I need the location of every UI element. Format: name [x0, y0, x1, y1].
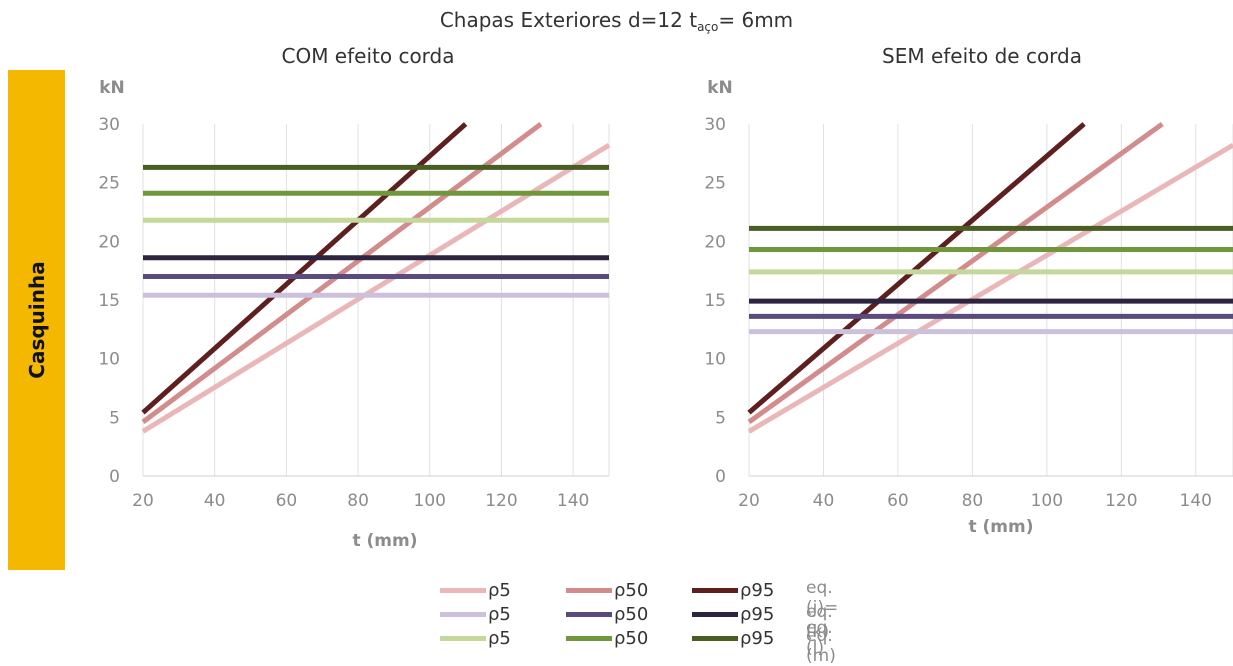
left-x-axis-label: t (mm): [352, 531, 417, 551]
legend-label: ρ95: [740, 579, 775, 601]
legend-label: ρ5: [488, 627, 511, 649]
figure-title-subscript: aço: [697, 20, 719, 34]
legend-label: ρ5: [488, 579, 511, 601]
right-y-tick-label: 5: [715, 408, 726, 428]
right-y-tick-label: 20: [704, 232, 726, 252]
left-x-tick-label: 40: [204, 491, 226, 511]
legend-swatch: [692, 611, 738, 617]
left-y-tick-label: 0: [109, 467, 120, 487]
right-x-tick-label: 120: [1105, 491, 1137, 511]
left-y-tick-label: 10: [98, 350, 120, 370]
right-series-line: [747, 142, 1233, 434]
left-y-axis-label: kN: [99, 78, 125, 98]
right-x-tick-label: 40: [813, 491, 835, 511]
legend-swatch: [566, 635, 612, 641]
left-y-tick-label: 25: [98, 174, 120, 194]
right-x-tick-label: 20: [738, 491, 760, 511]
right-x-axis-label: t (mm): [968, 517, 1033, 537]
right-x-tick-label: 100: [1031, 491, 1063, 511]
legend-label: ρ50: [614, 627, 649, 649]
left-chart: 0 5 10 15 20 25 30 20 40 60 80 100 120 140 kN t (mm): [98, 78, 611, 551]
legend-item: ρ95: [692, 626, 774, 650]
left-x-tick-label: 100: [414, 491, 446, 511]
legend-item: ρ5: [440, 602, 511, 626]
figure-title: Chapas Exteriores d=12 taço= 6mm: [0, 8, 1233, 34]
right-x-tick-label: 80: [962, 491, 984, 511]
legend-label: ρ50: [614, 579, 649, 601]
legend-item: ρ5: [440, 578, 511, 602]
legend-item: ρ50: [566, 626, 648, 650]
legend-equation-label: eq.(j)= eq.(l): [806, 578, 839, 658]
right-x-tick-label: 60: [887, 491, 909, 511]
left-series-line: [141, 122, 468, 415]
left-x-tick-label: 20: [132, 491, 154, 511]
legend-item: ρ5: [440, 626, 511, 650]
legend-swatch: [440, 611, 486, 617]
legend-item: ρ50: [566, 602, 648, 626]
legend-swatch: [440, 635, 486, 641]
legend-label: ρ5: [488, 603, 511, 625]
legend-swatch: [566, 587, 612, 593]
legend-label: ρ95: [740, 627, 775, 649]
legend-equation-label: eq.(k): [806, 602, 833, 642]
right-y-tick-label: 30: [704, 115, 726, 135]
right-y-tick-label: 15: [704, 291, 726, 311]
left-x-tick-label: 80: [347, 491, 369, 511]
left-chart-title: COM efeito corda: [281, 44, 455, 68]
right-y-tick-label: 10: [704, 350, 726, 370]
left-series-line: [141, 121, 543, 425]
legend-label: ρ50: [614, 603, 649, 625]
left-y-tick-label: 20: [98, 232, 120, 252]
figure-title-prefix: Chapas Exteriores d=12 t: [439, 8, 698, 32]
left-x-tick-label: 60: [276, 491, 298, 511]
left-x-tick-label: 120: [485, 491, 517, 511]
right-chart-title: SEM efeito de corda: [882, 44, 1082, 68]
left-y-tick-label: 5: [109, 408, 120, 428]
right-chart: 0 5 10 15 20 25 30 20 40 60 80 100 120 140 kN t (mm): [704, 78, 1233, 537]
right-series-line: [747, 122, 1086, 415]
side-tab: Casquinha: [8, 70, 65, 570]
left-x-tick-label: 140: [557, 491, 589, 511]
legend-label: ρ95: [740, 603, 775, 625]
right-y-tick-label: 25: [704, 174, 726, 194]
legend-swatch: [440, 587, 486, 593]
right-y-axis-label: kN: [707, 78, 733, 98]
legend-item: ρ95: [692, 602, 774, 626]
legend-item: ρ50: [566, 578, 648, 602]
left-y-tick-label: 30: [98, 115, 120, 135]
left-y-tick-label: 15: [98, 291, 120, 311]
legend-swatch: [692, 635, 738, 641]
legend-item: ρ95: [692, 578, 774, 602]
legend-swatch: [566, 611, 612, 617]
right-x-tick-label: 140: [1180, 491, 1212, 511]
figure-title-suffix: = 6mm: [718, 8, 794, 32]
right-y-tick-label: 0: [715, 467, 726, 487]
legend-equation-label: eq.(m): [806, 626, 836, 666]
legend-swatch: [692, 587, 738, 593]
